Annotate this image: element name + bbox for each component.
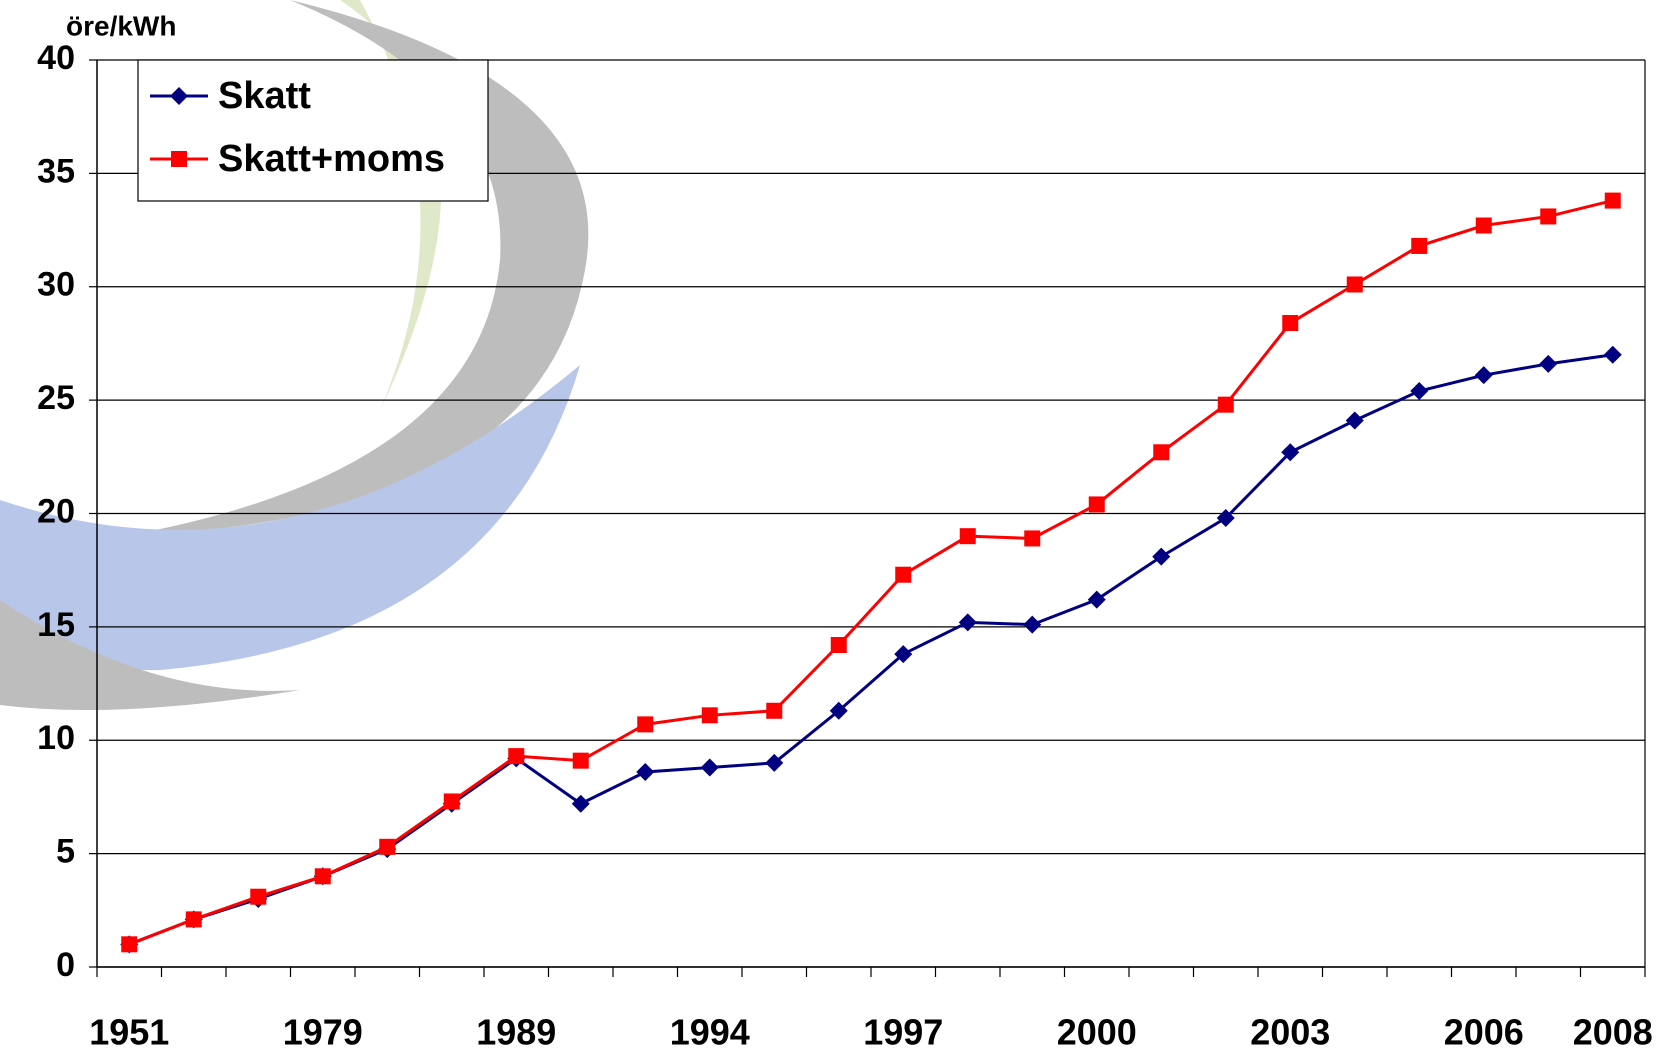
x-tick-label: 1989 xyxy=(476,1012,556,1053)
x-tick-label: 2003 xyxy=(1250,1012,1330,1053)
series xyxy=(120,346,1622,954)
data-point xyxy=(1476,218,1492,234)
data-point xyxy=(831,637,847,653)
data-point xyxy=(1475,366,1493,384)
data-point xyxy=(1346,412,1364,430)
data-point xyxy=(1152,548,1170,566)
x-tick-label: 1979 xyxy=(283,1012,363,1053)
data-point xyxy=(1088,591,1106,609)
data-point xyxy=(1153,444,1169,460)
data-point xyxy=(1540,208,1556,224)
series-line xyxy=(129,355,1613,945)
data-point xyxy=(960,528,976,544)
y-tick-label: 40 xyxy=(37,39,75,77)
data-point xyxy=(702,707,718,723)
x-tick-label: 1951 xyxy=(89,1012,169,1053)
data-point xyxy=(250,889,266,905)
data-point xyxy=(171,151,187,167)
y-tick-label: 15 xyxy=(37,606,75,644)
legend-label: Skatt+moms xyxy=(218,138,445,180)
page: {"chart_data": {"type": "line", "y_label… xyxy=(0,0,1671,1054)
data-point xyxy=(1282,315,1298,331)
data-point xyxy=(766,703,782,719)
data-point xyxy=(637,716,653,732)
chart: öre/kWh 0 5 10 15 20 25 30 35 40 1951 1979 1989 1994… xyxy=(0,0,1671,1054)
data-point xyxy=(508,748,524,764)
data-point xyxy=(1411,238,1427,254)
data-point xyxy=(1410,382,1428,400)
x-tick-label: 2008 xyxy=(1573,1012,1653,1053)
y-tick-label: 5 xyxy=(56,833,75,871)
data-point xyxy=(572,795,590,813)
x-tick-label: 2000 xyxy=(1057,1012,1137,1053)
data-point xyxy=(959,613,977,631)
data-point xyxy=(1539,355,1557,373)
y-tick-label: 20 xyxy=(37,492,75,530)
data-point xyxy=(573,753,589,769)
data-point xyxy=(121,936,137,952)
data-point xyxy=(1604,346,1622,364)
y-tick-label: 10 xyxy=(37,719,75,757)
data-point xyxy=(1605,193,1621,209)
data-point xyxy=(1218,397,1234,413)
data-point xyxy=(895,567,911,583)
legend-label: Skatt xyxy=(218,75,311,117)
y-axis-label: öre/kWh xyxy=(66,10,176,41)
data-point xyxy=(1347,276,1363,292)
y-tick-label: 25 xyxy=(37,379,75,417)
data-point xyxy=(186,911,202,927)
x-tick-label: 1997 xyxy=(863,1012,943,1053)
data-point xyxy=(701,758,719,776)
legend: Skatt Skatt+moms xyxy=(138,60,488,201)
y-tick-label: 0 xyxy=(56,946,75,984)
data-point xyxy=(379,839,395,855)
data-point xyxy=(636,763,654,781)
data-point xyxy=(1023,616,1041,634)
data-point xyxy=(1089,496,1105,512)
data-point xyxy=(1024,530,1040,546)
data-point xyxy=(315,868,331,884)
data-point xyxy=(444,793,460,809)
x-tick-label: 1994 xyxy=(670,1012,750,1053)
x-tick-label: 2006 xyxy=(1444,1012,1524,1053)
y-tick-label: 35 xyxy=(37,152,75,190)
y-tick-label: 30 xyxy=(37,266,75,304)
